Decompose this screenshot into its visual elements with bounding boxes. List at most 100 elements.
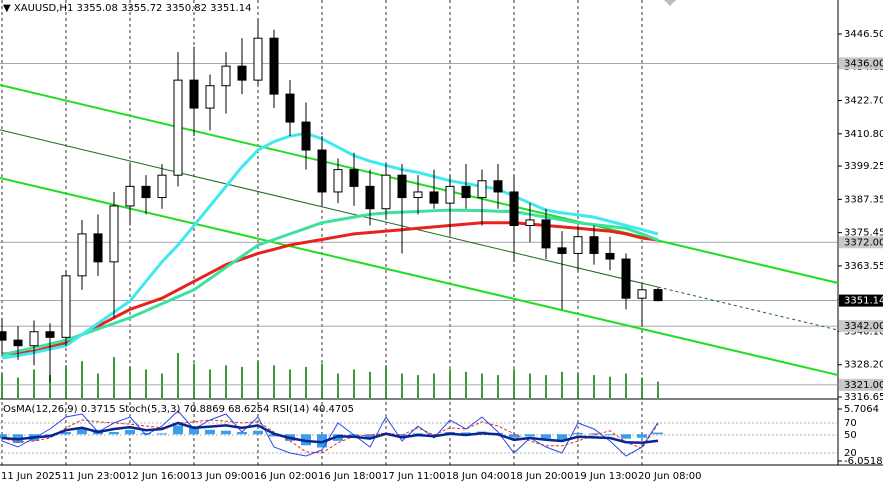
level-label: 3321.00: [844, 380, 883, 391]
osma-bar: [61, 432, 71, 435]
stoch-signal-line: [1, 419, 659, 454]
candle-body: [77, 233, 87, 277]
stoch-main-line: [1, 410, 659, 457]
osma-bar: [605, 434, 615, 436]
rsi-value: 40.4705: [313, 404, 354, 415]
candle-body: [397, 174, 407, 199]
candle-body: [109, 205, 119, 263]
level-label-box: [839, 236, 883, 249]
stoch-main-value: 70.8869: [184, 404, 225, 415]
y-tick-label: -6.0518: [844, 456, 883, 467]
candle-body: [13, 339, 23, 347]
x-tick-label: 18 Jun 20:00: [510, 471, 574, 482]
x-tick-label: 16 Jun 02:00: [254, 471, 318, 482]
y-tick-label: 3387.35: [844, 194, 883, 205]
rsi-label: RSI(14): [273, 404, 310, 415]
osma-bar: [253, 430, 263, 435]
osma-bar: [557, 434, 567, 440]
candle-body: [621, 258, 631, 299]
y2-tick-label: 70: [844, 418, 857, 429]
osma-label: OsMA(12,26,9): [3, 404, 78, 415]
candle-body: [365, 185, 375, 210]
y-tick-label: 3316.65: [844, 392, 883, 403]
x-tick-label: 13 Jun 09:00: [190, 471, 254, 482]
candle-body: [317, 149, 327, 193]
y2-tick-label: 20: [844, 448, 857, 459]
level-label-box: [839, 320, 883, 333]
stoch-label: Stoch(5,3,3): [119, 404, 181, 415]
candle-body: [29, 331, 39, 347]
candle-body: [557, 247, 567, 254]
x-tick-label: 17 Jun 11:00: [382, 471, 446, 482]
candle-body: [253, 37, 263, 81]
candle-body: [525, 219, 535, 227]
candle-body: [93, 233, 103, 263]
candle-body: [205, 85, 215, 109]
osma-bar: [205, 429, 215, 435]
candle-body: [637, 289, 647, 299]
candle-body: [589, 236, 599, 254]
osma-bar: [109, 432, 119, 435]
osma-bar: [221, 430, 231, 435]
moving-average: [1, 131, 659, 360]
osma-bar: [525, 434, 535, 437]
candle-body: [189, 79, 199, 109]
osma-bar: [189, 427, 199, 435]
close: 3351.14: [210, 3, 251, 14]
osma-bar: [589, 433, 599, 435]
osma-bar: [541, 434, 551, 439]
trend-line: [0, 84, 839, 284]
high: 3355.72: [121, 3, 162, 14]
x-tick-label: 12 Jun 16:00: [126, 471, 190, 482]
candle-body: [45, 331, 55, 338]
low: 3350.82: [166, 3, 207, 14]
x-tick-label: 11 Jun 23:00: [62, 471, 126, 482]
osma-bar: [173, 425, 183, 435]
osma-bar: [653, 432, 663, 435]
candle-body: [157, 174, 167, 199]
level-label: 3372.00: [844, 237, 883, 248]
level-label: 3436.00: [844, 58, 883, 69]
y2-tick-label: 50: [844, 430, 857, 441]
moving-average: [1, 208, 659, 357]
candle-body: [125, 185, 135, 207]
osma-bar: [141, 432, 151, 435]
candle-body: [333, 169, 343, 193]
osma-bar: [365, 434, 375, 439]
osma-value: 0.3715: [81, 404, 116, 415]
candle-body: [493, 180, 503, 193]
chart-shift-marker: [664, 0, 676, 6]
level-label: 3351.14: [844, 296, 883, 307]
candle-body: [61, 275, 71, 338]
level-label: 3342.00: [844, 321, 883, 332]
candle-body: [413, 191, 423, 199]
y-tick-label: 3446.50: [844, 29, 883, 40]
x-tick-label: 11 Jun 2025: [1, 471, 61, 482]
y-tick-label: 3422.70: [844, 96, 883, 107]
osma-bar: [621, 434, 631, 439]
stoch-signal-value: 68.6254: [228, 404, 269, 415]
candle-body: [269, 37, 279, 95]
osma-bar: [637, 434, 647, 438]
candle-body: [285, 93, 295, 123]
header-arrow: ▼: [3, 3, 14, 14]
trend-line-extension: [657, 286, 839, 331]
candle-body: [573, 236, 583, 254]
y-tick-label: 3363.55: [844, 261, 883, 272]
osma-bar: [157, 433, 167, 435]
candle-body: [173, 79, 183, 176]
candle-body: [301, 121, 311, 151]
x-tick-label: 19 Jun 13:00: [574, 471, 638, 482]
osma-bar: [77, 427, 87, 435]
level-label-box: [839, 57, 883, 70]
candle-body: [237, 65, 247, 81]
osma-bar: [237, 432, 247, 435]
rsi-line: [1, 421, 659, 445]
candle-body: [509, 191, 519, 227]
candle-body: [541, 219, 551, 249]
trend-line: [0, 129, 659, 288]
open: 3355.08: [77, 3, 118, 14]
level-label-box: [839, 294, 883, 307]
candle-body: [141, 185, 151, 199]
